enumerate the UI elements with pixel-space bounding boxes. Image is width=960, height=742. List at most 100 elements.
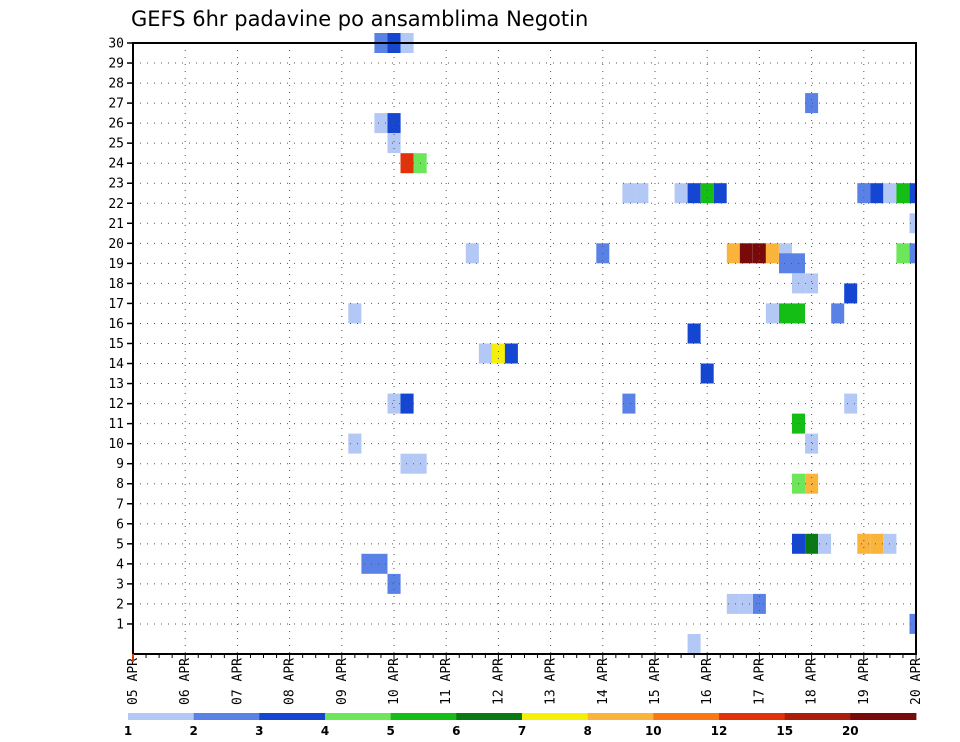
x-tick-label: 15 APR bbox=[648, 658, 663, 705]
data-cell bbox=[883, 183, 897, 204]
data-cell bbox=[739, 243, 753, 264]
legend-label: 4 bbox=[321, 724, 329, 738]
legend-label: 2 bbox=[190, 724, 198, 738]
data-cell bbox=[374, 113, 388, 134]
y-tick-label: 19 bbox=[108, 257, 124, 272]
legend-swatch bbox=[653, 713, 720, 720]
y-tick-label: 18 bbox=[108, 277, 124, 292]
y-tick-label: 12 bbox=[108, 397, 124, 412]
y-tick-label: 16 bbox=[108, 317, 124, 332]
data-cell bbox=[622, 183, 636, 204]
y-tick-label: 26 bbox=[108, 117, 124, 132]
y-tick-label: 7 bbox=[116, 497, 124, 512]
legend-label: 7 bbox=[518, 724, 526, 738]
data-cell bbox=[387, 133, 401, 154]
data-cell bbox=[387, 393, 401, 414]
data-cell bbox=[374, 553, 388, 574]
data-cell bbox=[857, 533, 871, 554]
data-cell bbox=[465, 243, 479, 264]
data-cell bbox=[400, 153, 414, 174]
data-cell bbox=[700, 183, 714, 204]
y-tick-label: 6 bbox=[116, 517, 124, 532]
data-cell bbox=[779, 253, 792, 274]
y-axis: 1234567891011121314151617181920212223242… bbox=[108, 37, 133, 632]
data-cell bbox=[909, 213, 916, 234]
y-tick-label: 13 bbox=[108, 377, 124, 392]
data-cell bbox=[387, 573, 401, 594]
data-cell bbox=[622, 393, 636, 414]
legend-label: 12 bbox=[711, 724, 728, 738]
legend-label: 3 bbox=[255, 724, 263, 738]
data-cell bbox=[909, 243, 916, 264]
legend-swatch bbox=[784, 713, 851, 720]
data-cell bbox=[896, 243, 910, 264]
data-cell bbox=[844, 283, 858, 304]
data-cells bbox=[348, 33, 916, 654]
legend-swatch bbox=[193, 713, 260, 720]
data-cell bbox=[687, 634, 701, 654]
x-tick-label: 06 APR bbox=[178, 658, 193, 705]
x-tick-label: 05 APR bbox=[126, 658, 141, 705]
data-cell bbox=[387, 113, 401, 134]
legend-swatch bbox=[390, 713, 457, 720]
data-cell bbox=[909, 183, 916, 204]
data-cell bbox=[478, 343, 492, 364]
data-cell bbox=[348, 303, 362, 324]
data-cell bbox=[870, 533, 884, 554]
legend-label: 1 bbox=[124, 724, 132, 738]
y-tick-label: 23 bbox=[108, 177, 124, 192]
color-legend: 1 2 3 4 5 6 7 8 10 12 15 20 bbox=[124, 713, 917, 738]
y-tick-label: 10 bbox=[108, 437, 124, 452]
x-axis: 05 APR 06 APR 07 APR 08 APR 09 APR 10 APR 11 A… bbox=[126, 654, 924, 705]
y-tick-label: 29 bbox=[108, 57, 124, 72]
x-tick-label: 20 APR bbox=[909, 658, 924, 705]
y-tick-label: 11 bbox=[108, 417, 124, 432]
data-cell bbox=[870, 183, 884, 204]
x-tick-label: 14 APR bbox=[596, 658, 611, 705]
data-cell bbox=[713, 183, 727, 204]
data-cell bbox=[805, 473, 819, 494]
data-cell bbox=[765, 303, 779, 324]
data-cell bbox=[805, 273, 819, 294]
x-tick-label: 18 APR bbox=[805, 658, 820, 705]
data-cell bbox=[700, 363, 714, 384]
plot-frame bbox=[132, 42, 917, 655]
data-cell bbox=[792, 303, 805, 324]
data-cell bbox=[348, 433, 362, 454]
legend-swatch bbox=[587, 713, 654, 720]
data-cell bbox=[726, 243, 740, 264]
x-tick-label: 11 APR bbox=[439, 658, 454, 705]
y-tick-label: 30 bbox=[108, 37, 124, 52]
data-cell bbox=[726, 593, 740, 614]
y-tick-label: 22 bbox=[108, 197, 124, 212]
x-tick-label: 17 APR bbox=[752, 658, 767, 705]
x-tick-label: 12 APR bbox=[491, 658, 506, 705]
x-tick-label: 09 APR bbox=[335, 658, 350, 705]
data-cell bbox=[896, 183, 910, 204]
y-tick-label: 4 bbox=[116, 557, 124, 572]
legend-label: 15 bbox=[776, 724, 793, 738]
legend-label: 8 bbox=[584, 724, 592, 738]
legend-label: 5 bbox=[387, 724, 395, 738]
legend-label: 10 bbox=[645, 724, 662, 738]
y-tick-label: 27 bbox=[108, 97, 124, 112]
data-cell bbox=[805, 433, 819, 454]
y-tick-label: 2 bbox=[116, 597, 124, 612]
data-cell bbox=[361, 553, 375, 574]
data-cell bbox=[400, 453, 414, 474]
y-tick-label: 15 bbox=[108, 337, 124, 352]
data-cell bbox=[844, 393, 858, 414]
x-tick-label: 19 APR bbox=[857, 658, 872, 705]
y-tick-label: 1 bbox=[116, 617, 124, 632]
legend-swatch bbox=[850, 713, 917, 720]
legend-swatch bbox=[128, 713, 195, 720]
y-tick-label: 8 bbox=[116, 477, 124, 492]
y-tick-label: 3 bbox=[116, 577, 124, 592]
data-cell bbox=[805, 93, 819, 114]
legend-swatch bbox=[325, 713, 392, 720]
y-tick-label: 5 bbox=[116, 537, 124, 552]
data-cell bbox=[635, 183, 649, 204]
x-tick-label: 07 APR bbox=[230, 658, 245, 705]
legend-swatch bbox=[522, 713, 589, 720]
